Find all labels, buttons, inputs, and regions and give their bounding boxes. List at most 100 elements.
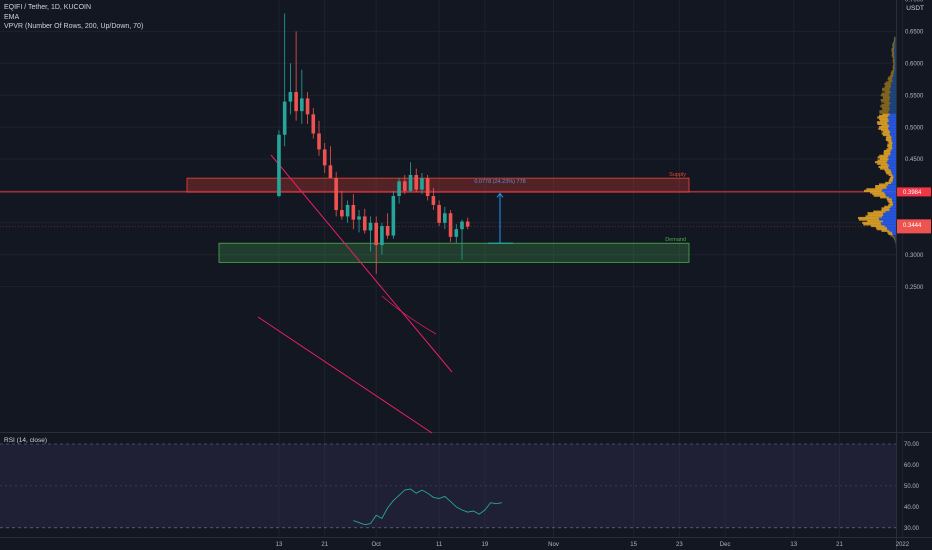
vp-bar-up <box>888 167 896 170</box>
vp-bar-down <box>867 212 884 215</box>
candles <box>277 13 470 274</box>
vp-bar-up <box>890 97 896 100</box>
rsi-indicator-label[interactable]: RSI (14, close) <box>4 437 47 444</box>
vp-bar-down <box>876 228 888 231</box>
price-tick-label: 0.6000 <box>905 62 924 68</box>
vp-bar-down <box>891 47 894 51</box>
vp-bar-down <box>875 186 887 189</box>
vp-bar-up <box>890 149 896 153</box>
vp-bar-up <box>894 70 896 73</box>
vp-bar-down <box>892 51 895 54</box>
vp-bar-down <box>883 153 891 156</box>
candle-body <box>340 210 344 217</box>
vp-bar-up <box>893 49 896 52</box>
vp-bar-up <box>894 63 896 66</box>
vp-bar-up <box>891 81 896 84</box>
candle-body <box>362 216 367 231</box>
candle <box>368 216 373 252</box>
vp-bar-down <box>873 210 886 213</box>
vp-bar-up <box>887 156 896 159</box>
candle <box>317 120 321 156</box>
vp-bar-up <box>889 87 896 90</box>
candle <box>277 130 281 198</box>
candle-body <box>403 181 407 191</box>
vp-bar-down <box>881 100 890 103</box>
time-tick-label: 19 <box>482 542 489 548</box>
vp-bar-down <box>883 151 891 154</box>
candle-body <box>368 222 373 231</box>
vp-bar-down <box>889 177 894 180</box>
vp-bar-up <box>888 118 896 121</box>
vp-bar-up <box>892 141 896 145</box>
vp-bar-up <box>891 170 896 173</box>
vp-bar-down <box>881 92 890 95</box>
candle-body <box>305 98 310 115</box>
vp-bar-down <box>888 204 893 207</box>
vp-bar-up <box>891 197 896 200</box>
vp-bar-down <box>888 146 893 149</box>
candle-body <box>351 204 356 220</box>
vp-bar-down <box>880 196 889 199</box>
candle-body <box>408 174 413 191</box>
vp-bar-up <box>892 178 896 181</box>
candle-body <box>317 133 321 150</box>
vp-bar-down <box>889 74 894 78</box>
price-tick-label: 0.6500 <box>905 30 924 36</box>
vp-bar-up <box>883 220 896 223</box>
time-tick-label: 21 <box>836 542 843 548</box>
vp-bar-up <box>888 105 896 108</box>
demand-zone <box>218 242 690 263</box>
vp-bar-down <box>887 143 893 146</box>
candle-body <box>334 178 338 211</box>
vp-bar-up <box>887 162 896 165</box>
vp-bar-down <box>863 223 882 226</box>
vp-bar-down <box>893 237 896 240</box>
price-axis: 0.85000.80000.75000.70000.65000.60000.55… <box>897 0 931 291</box>
demand-zone-label: Demand <box>665 237 686 243</box>
vp-bar-down <box>882 97 891 100</box>
candle-body <box>322 149 327 166</box>
vp-bar-down <box>886 197 892 200</box>
ema-indicator-label[interactable]: EMA <box>4 13 20 21</box>
rsi-tick-label: 60.00 <box>904 463 920 469</box>
vp-bar-down <box>882 113 890 116</box>
candle <box>357 210 361 233</box>
supply-zone-label: Supply <box>669 172 686 178</box>
vp-bar-up <box>889 229 896 232</box>
vp-bar-up <box>886 185 896 188</box>
vpvr-indicator-label[interactable]: VPVR (Number Of Rows, 200, Up/Down, 70) <box>4 23 144 30</box>
vp-bar-down <box>893 38 896 41</box>
candle <box>420 173 424 195</box>
candle-body <box>397 181 401 197</box>
measure-arrow-head <box>496 192 504 198</box>
vp-bar-up <box>878 216 896 220</box>
symbol-title[interactable]: EQIFI / Tether, 1D, KUCOIN <box>4 4 92 11</box>
vp-bar-down <box>890 234 894 237</box>
rsi-axis: 70.00 60.00 50.00 40.00 30.00 <box>904 442 920 532</box>
supply-zone <box>186 177 690 193</box>
grid <box>0 0 903 537</box>
vp-bar-down <box>879 110 889 113</box>
vp-bar-up <box>894 57 896 60</box>
time-tick-label: 2022 <box>896 542 910 548</box>
vp-bar-down <box>887 140 893 143</box>
vp-bar-down <box>884 205 891 208</box>
candle-body <box>443 213 447 223</box>
currency-label[interactable]: USDT <box>906 5 924 12</box>
time-tick-label: 13 <box>790 542 797 548</box>
vp-bar-up <box>887 116 896 119</box>
candle-body <box>345 204 350 217</box>
vp-bar-down <box>892 59 895 62</box>
vp-bar-up <box>892 145 896 148</box>
vp-bar-up <box>891 84 896 87</box>
candle-body <box>328 165 333 179</box>
vp-bar-up <box>888 110 896 113</box>
vp-bar-up <box>888 111 896 114</box>
time-tick-label: 21 <box>321 542 328 548</box>
vp-bar-up <box>894 51 896 54</box>
vp-bar-up <box>894 43 896 46</box>
vp-bar-down <box>882 108 890 111</box>
vp-bar-up <box>893 71 896 74</box>
vp-bar-down <box>857 216 879 220</box>
